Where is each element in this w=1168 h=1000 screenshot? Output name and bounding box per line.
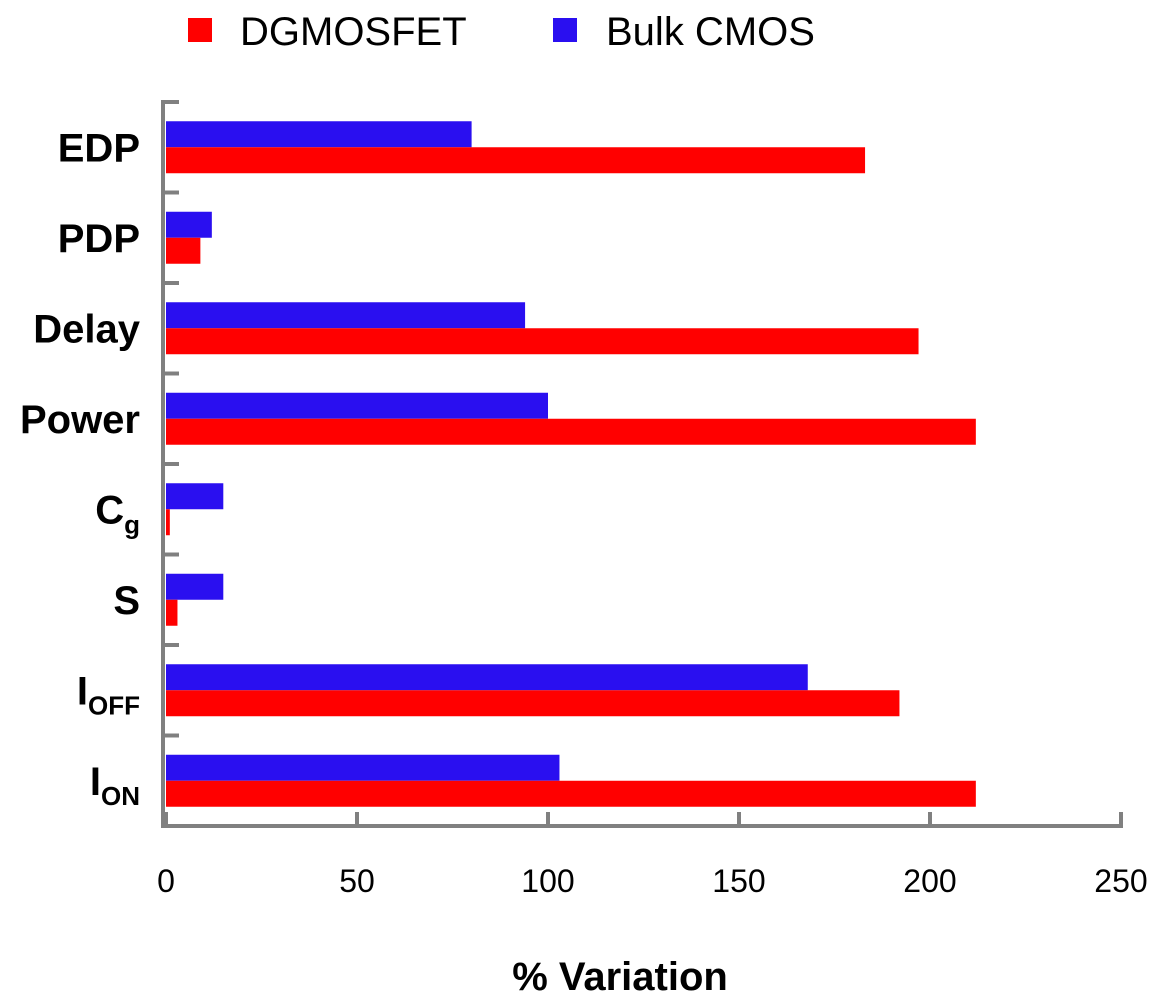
category-label-6: PDP (58, 217, 140, 261)
category-label-5: Delay (33, 307, 140, 351)
legend-swatch-dgmosfet (188, 18, 212, 42)
bar-bulk-cmos-2 (166, 573, 224, 600)
category-label-main-4: Power (20, 398, 140, 442)
bar-bulk-cmos-0 (166, 754, 560, 781)
category-label-main-6: PDP (58, 217, 140, 261)
legend-swatch-bulk-cmos (553, 18, 577, 42)
bar-dgmosfet-2 (166, 599, 178, 626)
category-label-main-2: S (113, 579, 140, 623)
bars-group (166, 121, 976, 807)
category-label-main-3: C (95, 488, 124, 532)
category-label-main-7: EDP (58, 126, 140, 170)
x-tick-labels: 0 50 100 150 200 250 (157, 863, 1148, 899)
category-label-0: ION (90, 760, 140, 811)
axes-group (161, 100, 1123, 828)
bar-dgmosfet-5 (166, 328, 919, 355)
bar-bulk-cmos-3 (166, 483, 224, 510)
bar-dgmosfet-7 (166, 147, 866, 174)
category-label-main-5: Delay (33, 307, 140, 351)
x-tick-label-0: 0 (157, 863, 175, 899)
category-label-1: IOFF (77, 669, 140, 720)
legend-label-dgmosfet: DGMOSFET (240, 10, 467, 54)
bar-dgmosfet-1 (166, 690, 900, 717)
bar-dgmosfet-6 (166, 237, 201, 264)
bar-bulk-cmos-5 (166, 302, 526, 329)
x-tick-label-1: 50 (339, 863, 375, 899)
bar-dgmosfet-0 (166, 780, 976, 807)
bar-dgmosfet-4 (166, 418, 976, 445)
category-label-sub-0: ON (101, 781, 140, 811)
x-tick-label-4: 200 (903, 863, 956, 899)
legend: DGMOSFET Bulk CMOS (188, 10, 815, 54)
category-label-2: S (113, 579, 140, 623)
bar-dgmosfet-3 (166, 509, 170, 536)
bar-bulk-cmos-4 (166, 392, 548, 419)
category-label-sub-1: OFF (88, 690, 140, 720)
x-tick-marks (164, 812, 1123, 826)
x-tick-label-5: 250 (1094, 863, 1147, 899)
category-label-sub-3: g (124, 509, 140, 539)
y-tick-marks (163, 100, 179, 738)
category-label-7: EDP (58, 126, 140, 170)
category-label-3: Cg (95, 488, 140, 539)
category-label-main-0: I (90, 760, 101, 804)
category-label-4: Power (20, 398, 140, 442)
category-label-main-1: I (77, 669, 88, 713)
x-tick-label-3: 150 (712, 863, 765, 899)
bar-bulk-cmos-1 (166, 664, 808, 691)
x-tick-label-2: 100 (521, 863, 574, 899)
bar-bulk-cmos-7 (166, 121, 472, 148)
legend-label-bulk-cmos: Bulk CMOS (606, 10, 815, 54)
bar-bulk-cmos-6 (166, 211, 212, 238)
x-axis-title: % Variation (512, 955, 728, 999)
